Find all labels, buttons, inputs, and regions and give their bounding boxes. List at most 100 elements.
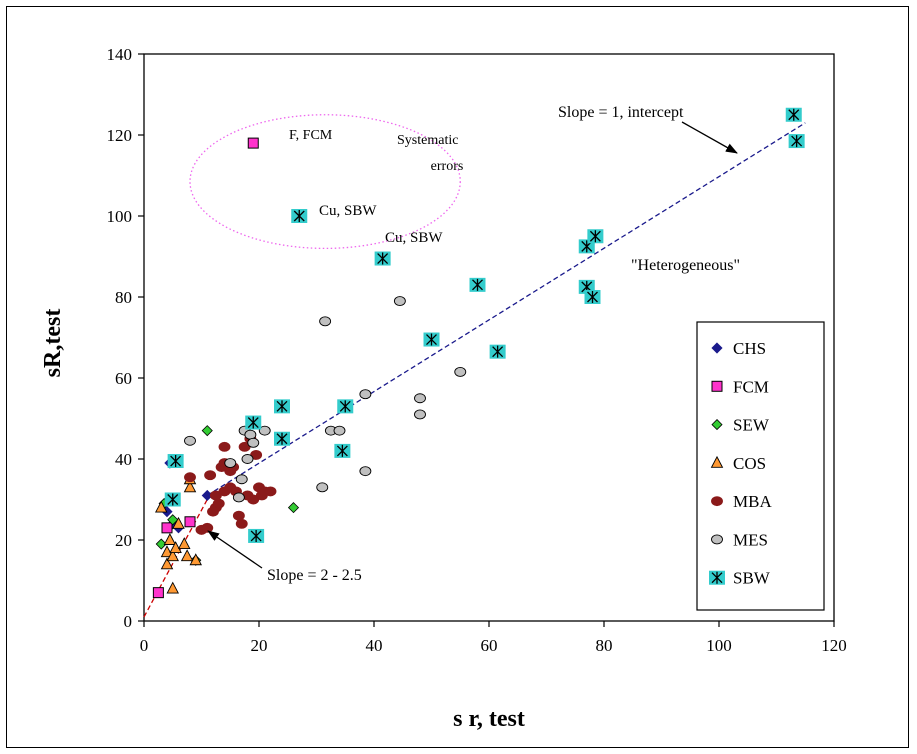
- data-point-mes: [454, 366, 467, 377]
- data-point-sbw: [785, 107, 802, 122]
- legend-item-fcm: FCM: [711, 377, 769, 396]
- y-tick-label: 20: [115, 531, 132, 550]
- data-point-sbw: [334, 443, 351, 458]
- marker-asterisk: [170, 455, 182, 468]
- x-axis-title: s r, test: [453, 706, 525, 732]
- data-point-sbw: [248, 528, 265, 543]
- data-point-mes: [241, 454, 254, 464]
- y-tick-label: 100: [107, 207, 133, 226]
- marker-asterisk: [791, 135, 803, 148]
- data-point-cos: [155, 500, 168, 513]
- data-point-mes: [333, 425, 346, 436]
- y-tick-label: 140: [107, 45, 133, 64]
- annotation-cu-sbw-2: Cu, SBW: [385, 230, 443, 246]
- annotation-f-fcm: F, FCM: [289, 128, 333, 143]
- data-point-cos: [166, 581, 179, 594]
- data-point-cos: [180, 549, 194, 562]
- y-tick-label: 80: [115, 288, 132, 307]
- marker-asterisk: [788, 108, 800, 121]
- data-point-cos: [169, 541, 182, 554]
- data-point-sew: [201, 425, 213, 437]
- data-point-mes: [258, 425, 271, 436]
- legend-item-sbw: SBW: [709, 569, 771, 588]
- data-point-sbw: [337, 399, 354, 414]
- y-tick-label: 0: [124, 612, 133, 631]
- data-point-cos: [166, 549, 179, 562]
- data-point-sew: [287, 502, 300, 514]
- marker-asterisk: [492, 345, 504, 358]
- data-point-mes: [224, 458, 237, 468]
- marker-asterisk: [336, 444, 348, 457]
- legend-marker-mba: [711, 496, 723, 507]
- data-point-cos: [160, 545, 174, 558]
- data-point-cos: [178, 537, 191, 549]
- marker-asterisk: [247, 416, 259, 429]
- x-tick-label: 100: [706, 636, 732, 655]
- series-fcm: [152, 137, 259, 599]
- x-tick-label: 60: [481, 636, 498, 655]
- data-point-sbw: [274, 399, 290, 414]
- marker-asterisk: [293, 210, 305, 222]
- marker-asterisk: [711, 571, 723, 584]
- marker-asterisk: [339, 400, 351, 413]
- data-point-mes: [393, 296, 406, 306]
- marker-asterisk: [276, 400, 288, 413]
- legend-item-sew: SEW: [711, 416, 770, 435]
- data-point-sbw: [374, 251, 391, 266]
- data-point-mes: [247, 437, 260, 448]
- data-point-mes: [359, 389, 372, 400]
- x-tick-label: 120: [821, 636, 847, 655]
- legend-item-mba: MBA: [711, 492, 772, 511]
- legend-item-mes: MES: [711, 530, 768, 549]
- legend-marker-sbw: [709, 570, 725, 585]
- data-point-mba: [212, 498, 225, 509]
- x-tick-label: 40: [366, 636, 383, 655]
- data-point-fcm: [247, 137, 259, 149]
- data-point-fcm: [184, 516, 196, 528]
- legend-marker-sew: [711, 419, 723, 431]
- data-point-mes: [244, 429, 257, 440]
- reference-line: [206, 122, 806, 497]
- data-point-cos: [163, 533, 177, 545]
- data-point-mes: [232, 492, 245, 503]
- annotation-slope-1: Slope = 1, intercept: [558, 104, 684, 121]
- legend-label-mes: MES: [733, 530, 768, 549]
- data-point-sbw: [469, 277, 486, 292]
- x-tick-label: 80: [596, 636, 613, 655]
- data-point-sbw: [489, 344, 506, 359]
- x-tick-label: 0: [140, 636, 149, 655]
- data-point-mba: [204, 470, 217, 481]
- data-point-cos: [183, 480, 197, 493]
- data-point-sbw: [423, 332, 440, 347]
- y-tick-label: 120: [107, 126, 133, 145]
- data-point-mes: [414, 393, 426, 404]
- data-point-fcm: [161, 522, 173, 534]
- data-point-sbw: [584, 290, 601, 304]
- data-point-mba: [201, 522, 214, 533]
- data-point-sew: [167, 514, 179, 526]
- legend-label-fcm: FCM: [733, 377, 769, 396]
- legend-label-sew: SEW: [733, 416, 770, 435]
- annotation-arrow-slope-2: [207, 530, 263, 569]
- data-point-mes: [414, 409, 426, 420]
- data-point-cos: [189, 553, 202, 566]
- annotation-systematic: Systematic: [397, 133, 458, 148]
- legend-marker-fcm: [711, 380, 723, 392]
- x-tick-label: 20: [251, 636, 268, 655]
- data-point-mes: [235, 474, 248, 485]
- legend-marker-mes: [711, 534, 723, 545]
- series-mes: [184, 296, 467, 503]
- annotation-cu-sbw-1: Cu, SBW: [319, 203, 377, 219]
- y-tick-label: 40: [115, 450, 132, 469]
- legend-marker-chs: [711, 342, 723, 354]
- marker-asterisk: [250, 529, 262, 542]
- marker-asterisk: [377, 252, 389, 265]
- systematic-errors-ellipse: [189, 114, 461, 250]
- series-mba: [184, 433, 277, 535]
- legend-label-mba: MBA: [733, 492, 772, 511]
- data-point-mes: [316, 482, 329, 493]
- marker-asterisk: [276, 432, 288, 445]
- data-point-sbw: [788, 134, 805, 149]
- data-point-sbw: [291, 209, 308, 223]
- marker-asterisk: [426, 333, 437, 346]
